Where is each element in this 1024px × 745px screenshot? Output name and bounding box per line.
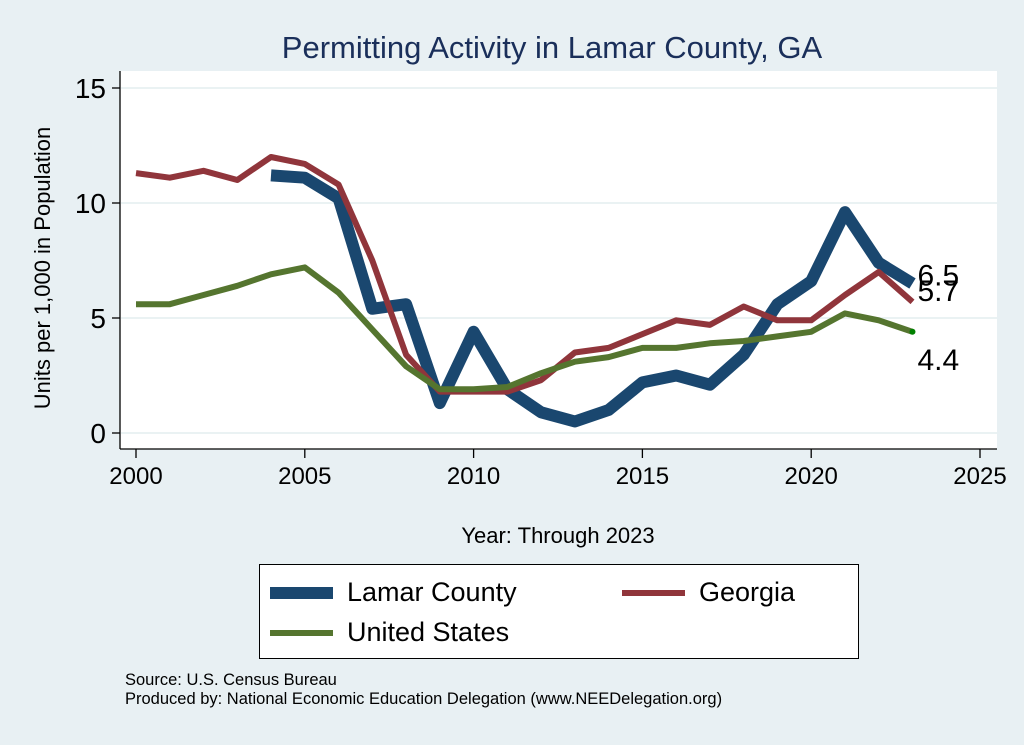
series-lines — [135, 154, 916, 428]
legend-label: Lamar County — [347, 577, 517, 607]
legend-swatch-georgia — [622, 589, 685, 596]
produced-by-note: Produced by: National Economic Education… — [125, 690, 723, 708]
chart-title: Permitting Activity in Lamar County, GA — [282, 30, 823, 65]
legend-item-georgia: Georgia — [622, 577, 795, 608]
y-tick-label: 0 — [90, 418, 106, 449]
series-line-lamar-county — [270, 169, 916, 428]
plot-area — [120, 71, 997, 449]
series-line-united-states — [136, 264, 914, 393]
line-chart: Permitting Activity in Lamar County, GA … — [30, 30, 1007, 548]
legend-swatch-united-states — [270, 629, 333, 636]
x-tick-label: 2010 — [447, 463, 500, 490]
legend-item-lamar-county: Lamar County — [270, 577, 517, 608]
series-line-georgia — [135, 154, 915, 395]
y-tick-label: 15 — [75, 73, 106, 104]
x-axis-label: Year: Through 2023 — [461, 523, 654, 548]
legend: Lamar County Georgia United States — [259, 564, 859, 659]
y-tick-label: 5 — [90, 303, 106, 334]
end-marker — [909, 328, 916, 335]
x-tick-label: 2000 — [109, 463, 162, 490]
x-tick-label: 2015 — [616, 463, 669, 490]
gridlines — [121, 87, 997, 434]
x-tick-label: 2020 — [785, 463, 838, 490]
end-value-label: 6.5 — [917, 260, 959, 293]
y-axis-ticks: 0 5 10 15 — [75, 73, 120, 449]
legend-label: Georgia — [699, 577, 796, 607]
end-value-label: 4.4 — [917, 344, 959, 377]
end-value-label: 5.7 — [917, 275, 959, 308]
x-tick-label: 2005 — [278, 463, 331, 490]
y-axis-label: Units per 1,000 in Population — [30, 127, 55, 410]
x-tick-label: 2025 — [953, 463, 1006, 490]
y-tick-label: 10 — [75, 188, 106, 219]
legend-swatch-lamar-county — [270, 586, 333, 599]
end-labels: 6.55.7 4.4 — [909, 260, 959, 377]
legend-item-united-states: United States — [270, 617, 509, 648]
footer-notes: Source: U.S. Census Bureau Produced by: … — [125, 671, 722, 709]
legend-label: United States — [347, 617, 510, 647]
source-note: Source: U.S. Census Bureau — [125, 671, 337, 689]
x-axis-ticks: 2000 2005 2010 2015 2020 2025 — [109, 449, 1007, 490]
